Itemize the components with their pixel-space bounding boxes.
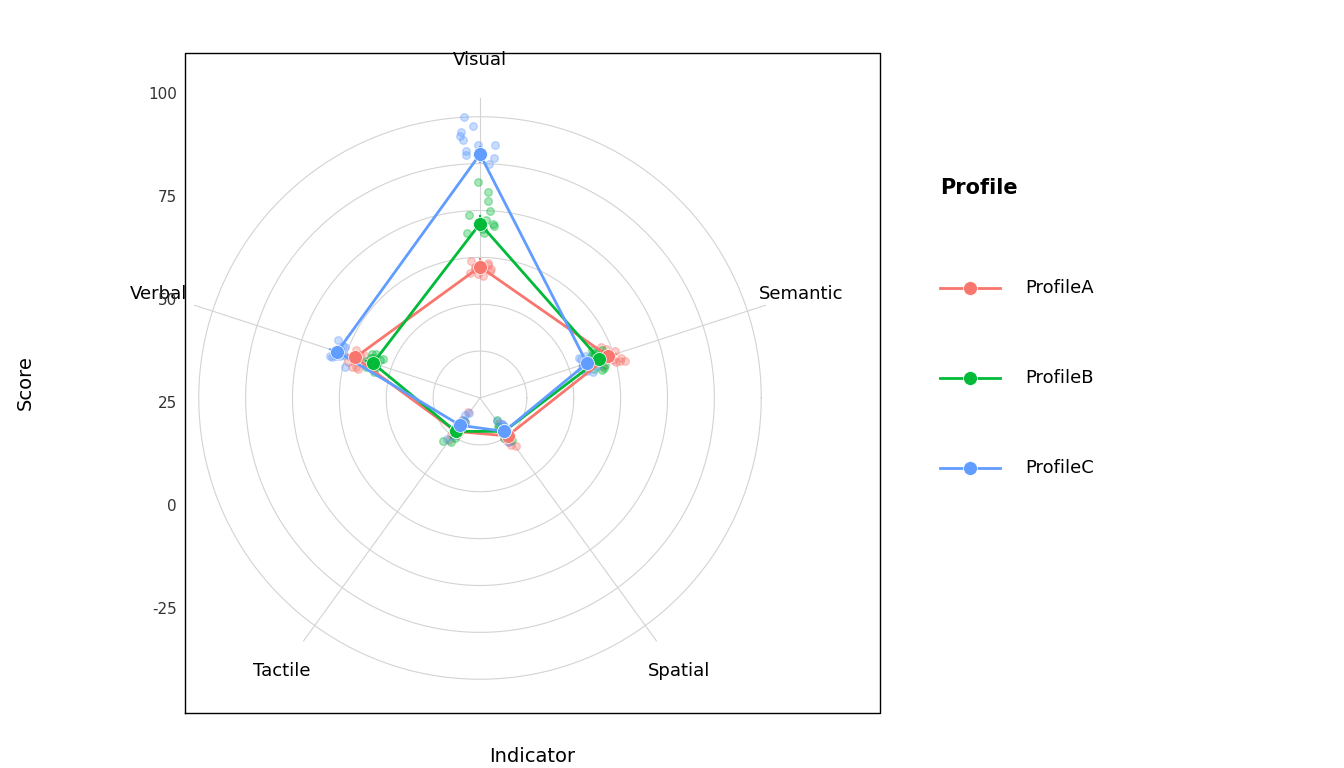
Text: Score: Score [16,356,35,410]
Text: Tactile: Tactile [253,663,310,680]
Text: 0: 0 [168,499,177,515]
Text: Visual: Visual [453,51,507,69]
Text: 25: 25 [157,396,177,411]
Text: ProfileC: ProfileC [1025,459,1094,477]
Text: ProfileA: ProfileA [1025,279,1094,297]
Text: 75: 75 [157,190,177,205]
Text: 50: 50 [157,293,177,308]
Text: Profile: Profile [939,178,1017,198]
Text: ProfileB: ProfileB [1025,369,1094,387]
Text: Spatial: Spatial [648,663,710,680]
Text: -25: -25 [152,602,177,617]
Text: Verbal: Verbal [130,285,187,303]
Text: Indicator: Indicator [489,746,575,766]
Text: Semantic: Semantic [759,285,844,303]
Text: 100: 100 [148,87,177,101]
